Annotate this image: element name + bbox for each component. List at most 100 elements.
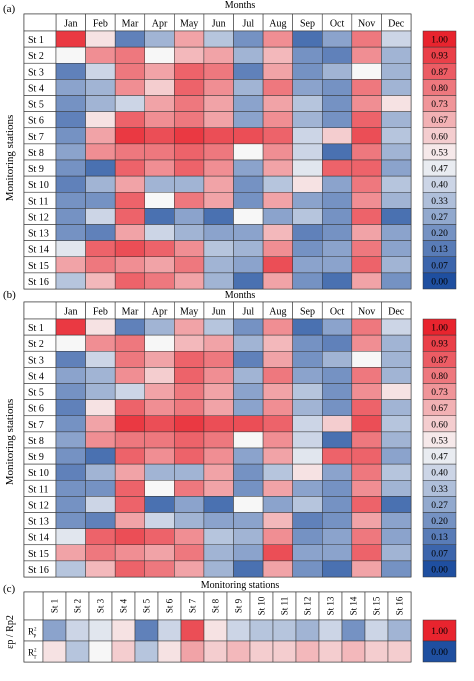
colorbar-tick-label: 0.27 xyxy=(431,213,448,223)
column-header: Jun xyxy=(212,307,226,318)
heatmap-cell xyxy=(174,415,205,433)
heatmap-cell xyxy=(262,192,293,209)
heatmap-cell xyxy=(85,463,116,481)
heatmap-cell xyxy=(292,208,323,225)
heatmap-cell xyxy=(174,240,205,257)
heatmap-cell xyxy=(233,63,264,80)
heatmap-cell xyxy=(322,143,353,161)
heatmap-cell xyxy=(85,127,116,145)
panel-b-ylabel: Monitoring stations xyxy=(4,399,16,485)
heatmap-cell xyxy=(203,512,234,529)
heatmap-cell xyxy=(364,619,389,642)
heatmap-cell xyxy=(55,175,86,193)
heatmap-cell xyxy=(174,560,205,578)
row-label: St 11 xyxy=(28,196,48,207)
heatmap-cell xyxy=(203,143,234,161)
heatmap-cell xyxy=(203,367,234,384)
heatmap-cell xyxy=(85,272,116,290)
heatmap-cell xyxy=(144,496,175,513)
heatmap-cell xyxy=(85,256,116,274)
row-label: St 6 xyxy=(28,116,44,127)
heatmap-cell xyxy=(351,447,382,465)
row-label: St 16 xyxy=(28,277,49,288)
heatmap-cell xyxy=(381,351,412,368)
colorbar-tick-label: 0.47 xyxy=(431,165,448,175)
heatmap-cell xyxy=(85,175,116,193)
heatmap-cell xyxy=(322,318,353,336)
heatmap-cell xyxy=(55,208,86,225)
heatmap-cell xyxy=(144,46,175,64)
heatmap-cell xyxy=(144,175,175,193)
heatmap-cell xyxy=(233,334,264,352)
column-header: Jan xyxy=(64,307,77,318)
heatmap-cell xyxy=(292,127,323,145)
heatmap-cell xyxy=(174,159,205,177)
heatmap-cell xyxy=(203,127,234,145)
heatmap-cell xyxy=(233,351,264,368)
heatmap-cell xyxy=(174,383,205,400)
corner-cell xyxy=(23,301,57,320)
heatmap-cell xyxy=(157,640,182,663)
heatmap-cell xyxy=(322,159,353,177)
heatmap-cell xyxy=(233,79,264,96)
heatmap-cell xyxy=(381,528,412,545)
heatmap-cell xyxy=(341,619,366,642)
heatmap-cell xyxy=(114,224,145,241)
heatmap-cell xyxy=(233,256,264,274)
colorbar-a: 1.00 0.93 0.87 0.80 0.73 0.67 0.60 0.53 0.47 0.40… xyxy=(422,30,457,290)
heatmap-cell xyxy=(114,447,145,465)
heatmap-cell xyxy=(351,30,382,48)
heatmap-cell xyxy=(233,383,264,400)
heatmap-cell xyxy=(233,143,264,161)
heatmap-c: St 1 St 2 St 3 St 4 St 5 St 6 St 7 St 8 St 9 St 1… xyxy=(23,591,412,663)
heatmap-cell xyxy=(65,640,90,663)
heatmap-cell xyxy=(174,447,205,465)
heatmap-cell xyxy=(292,95,323,112)
colorbar-tick-label: 0.80 xyxy=(431,84,448,94)
heatmap-cell xyxy=(322,447,353,465)
heatmap-cell xyxy=(65,619,90,642)
colorbar-tick-label: 0.07 xyxy=(431,261,448,271)
heatmap-cell xyxy=(351,175,382,193)
heatmap-cell xyxy=(262,399,293,416)
heatmap-cell xyxy=(262,367,293,384)
heatmap-cell xyxy=(262,111,293,128)
colorbar-cell xyxy=(422,640,457,663)
heatmap-cell xyxy=(85,351,116,368)
heatmap-cell xyxy=(233,496,264,513)
heatmap-cell xyxy=(351,256,382,274)
heatmap-cell xyxy=(55,496,86,513)
heatmap-cell xyxy=(85,95,116,112)
heatmap-cell xyxy=(85,63,116,80)
heatmap-cell xyxy=(203,79,234,96)
row-label: St 15 xyxy=(28,549,49,560)
row-label: St 12 xyxy=(28,500,49,511)
heatmap-cell xyxy=(262,79,293,96)
column-header: Mar xyxy=(122,19,139,30)
heatmap-cell xyxy=(85,560,116,578)
heatmap-cell xyxy=(203,208,234,225)
column-header: Jul xyxy=(242,307,254,318)
heatmap-cell xyxy=(174,192,205,209)
heatmap-cell xyxy=(262,175,293,193)
heatmap-cell xyxy=(114,512,145,529)
column-header: St 14 xyxy=(349,596,359,615)
heatmap-cell xyxy=(55,127,86,145)
row-label: St 6 xyxy=(28,404,44,415)
heatmap-cell xyxy=(292,224,323,241)
column-header: St 7 xyxy=(188,598,198,613)
heatmap-cell xyxy=(174,272,205,290)
column-header: Aug xyxy=(269,307,286,318)
heatmap-cell xyxy=(292,544,323,562)
heatmap-cell xyxy=(174,127,205,145)
heatmap-cell xyxy=(144,30,175,48)
heatmap-cell xyxy=(292,256,323,274)
colorbar-tick-label: 0.53 xyxy=(431,148,448,158)
heatmap-cell xyxy=(144,334,175,352)
colorbar-b: 1.00 0.93 0.87 0.80 0.73 0.67 0.60 0.53 0.47 0.40… xyxy=(422,318,457,578)
heatmap-cell xyxy=(85,415,116,433)
heatmap-cell xyxy=(292,159,323,177)
heatmap-cell xyxy=(144,512,175,529)
column-header: Sep xyxy=(300,19,315,30)
